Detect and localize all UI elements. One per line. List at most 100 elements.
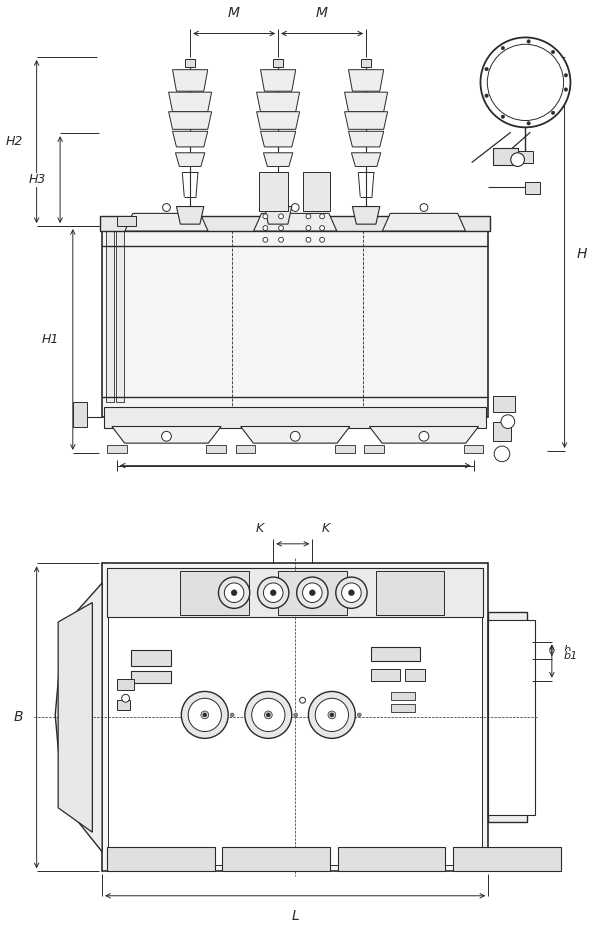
- Bar: [107, 568, 484, 617]
- Bar: [518, 150, 533, 163]
- Circle shape: [501, 415, 515, 429]
- Circle shape: [320, 237, 325, 242]
- Circle shape: [278, 214, 283, 219]
- Circle shape: [296, 577, 328, 608]
- Polygon shape: [263, 153, 293, 166]
- Circle shape: [231, 589, 237, 596]
- Bar: [278, 572, 347, 616]
- Circle shape: [252, 699, 285, 731]
- Circle shape: [263, 237, 268, 242]
- Circle shape: [203, 713, 207, 717]
- Text: K: K: [322, 522, 330, 534]
- Text: H: H: [576, 247, 587, 261]
- Polygon shape: [55, 583, 102, 852]
- Polygon shape: [352, 153, 381, 166]
- Circle shape: [270, 589, 276, 596]
- Text: H1: H1: [42, 333, 59, 346]
- Circle shape: [122, 694, 130, 702]
- Circle shape: [481, 37, 571, 127]
- Polygon shape: [173, 132, 208, 147]
- Text: L: L: [292, 910, 299, 924]
- Bar: [181, 572, 249, 616]
- Bar: [236, 446, 255, 453]
- Bar: [100, 217, 490, 231]
- Circle shape: [487, 44, 563, 120]
- Polygon shape: [241, 427, 350, 443]
- Bar: [104, 407, 487, 429]
- Bar: [302, 173, 330, 211]
- Bar: [493, 148, 518, 165]
- Circle shape: [218, 577, 250, 608]
- Circle shape: [341, 583, 361, 602]
- Circle shape: [511, 153, 524, 166]
- Polygon shape: [173, 70, 208, 92]
- Bar: [117, 679, 134, 690]
- Polygon shape: [382, 213, 466, 231]
- Bar: [116, 231, 124, 402]
- Bar: [391, 692, 415, 700]
- Text: M: M: [316, 6, 328, 20]
- Circle shape: [292, 204, 299, 211]
- Bar: [488, 620, 535, 814]
- Circle shape: [551, 111, 555, 115]
- Bar: [526, 182, 540, 194]
- Bar: [102, 226, 488, 417]
- Circle shape: [501, 115, 505, 119]
- Circle shape: [263, 214, 268, 219]
- Bar: [361, 59, 371, 66]
- Bar: [108, 569, 482, 866]
- Text: B: B: [13, 711, 23, 725]
- Bar: [73, 402, 88, 427]
- Circle shape: [501, 47, 505, 50]
- Circle shape: [494, 446, 510, 461]
- Circle shape: [306, 237, 311, 242]
- Polygon shape: [257, 112, 299, 129]
- Circle shape: [163, 204, 170, 211]
- Circle shape: [278, 226, 283, 231]
- Text: K: K: [256, 522, 263, 534]
- Bar: [405, 669, 425, 681]
- Circle shape: [181, 691, 228, 739]
- Polygon shape: [254, 213, 337, 231]
- Circle shape: [266, 713, 270, 717]
- Bar: [391, 704, 415, 712]
- Polygon shape: [349, 132, 383, 147]
- Circle shape: [310, 589, 315, 596]
- Circle shape: [257, 577, 289, 608]
- Bar: [206, 446, 226, 453]
- Circle shape: [263, 226, 268, 231]
- Circle shape: [278, 237, 283, 242]
- Circle shape: [315, 699, 349, 731]
- Circle shape: [330, 713, 334, 717]
- Bar: [273, 59, 283, 66]
- Circle shape: [263, 583, 283, 602]
- Bar: [106, 231, 114, 402]
- Circle shape: [336, 577, 367, 608]
- Bar: [338, 847, 445, 871]
- Circle shape: [201, 711, 209, 719]
- Circle shape: [357, 713, 361, 717]
- Polygon shape: [257, 92, 299, 112]
- Circle shape: [308, 691, 355, 739]
- Polygon shape: [169, 92, 212, 112]
- Circle shape: [320, 214, 325, 219]
- Circle shape: [564, 74, 568, 77]
- Bar: [371, 647, 420, 661]
- Circle shape: [299, 698, 305, 703]
- Polygon shape: [352, 206, 380, 224]
- Polygon shape: [349, 70, 383, 92]
- Circle shape: [527, 39, 530, 43]
- Text: H3: H3: [29, 173, 46, 186]
- Bar: [488, 613, 527, 823]
- Polygon shape: [169, 112, 212, 129]
- Bar: [371, 669, 400, 681]
- Bar: [117, 700, 130, 710]
- Bar: [117, 217, 136, 226]
- Bar: [376, 572, 445, 616]
- Bar: [464, 446, 484, 453]
- Circle shape: [485, 94, 488, 97]
- Circle shape: [420, 204, 428, 211]
- Text: H2: H2: [5, 135, 23, 148]
- Circle shape: [551, 50, 555, 54]
- Circle shape: [349, 589, 355, 596]
